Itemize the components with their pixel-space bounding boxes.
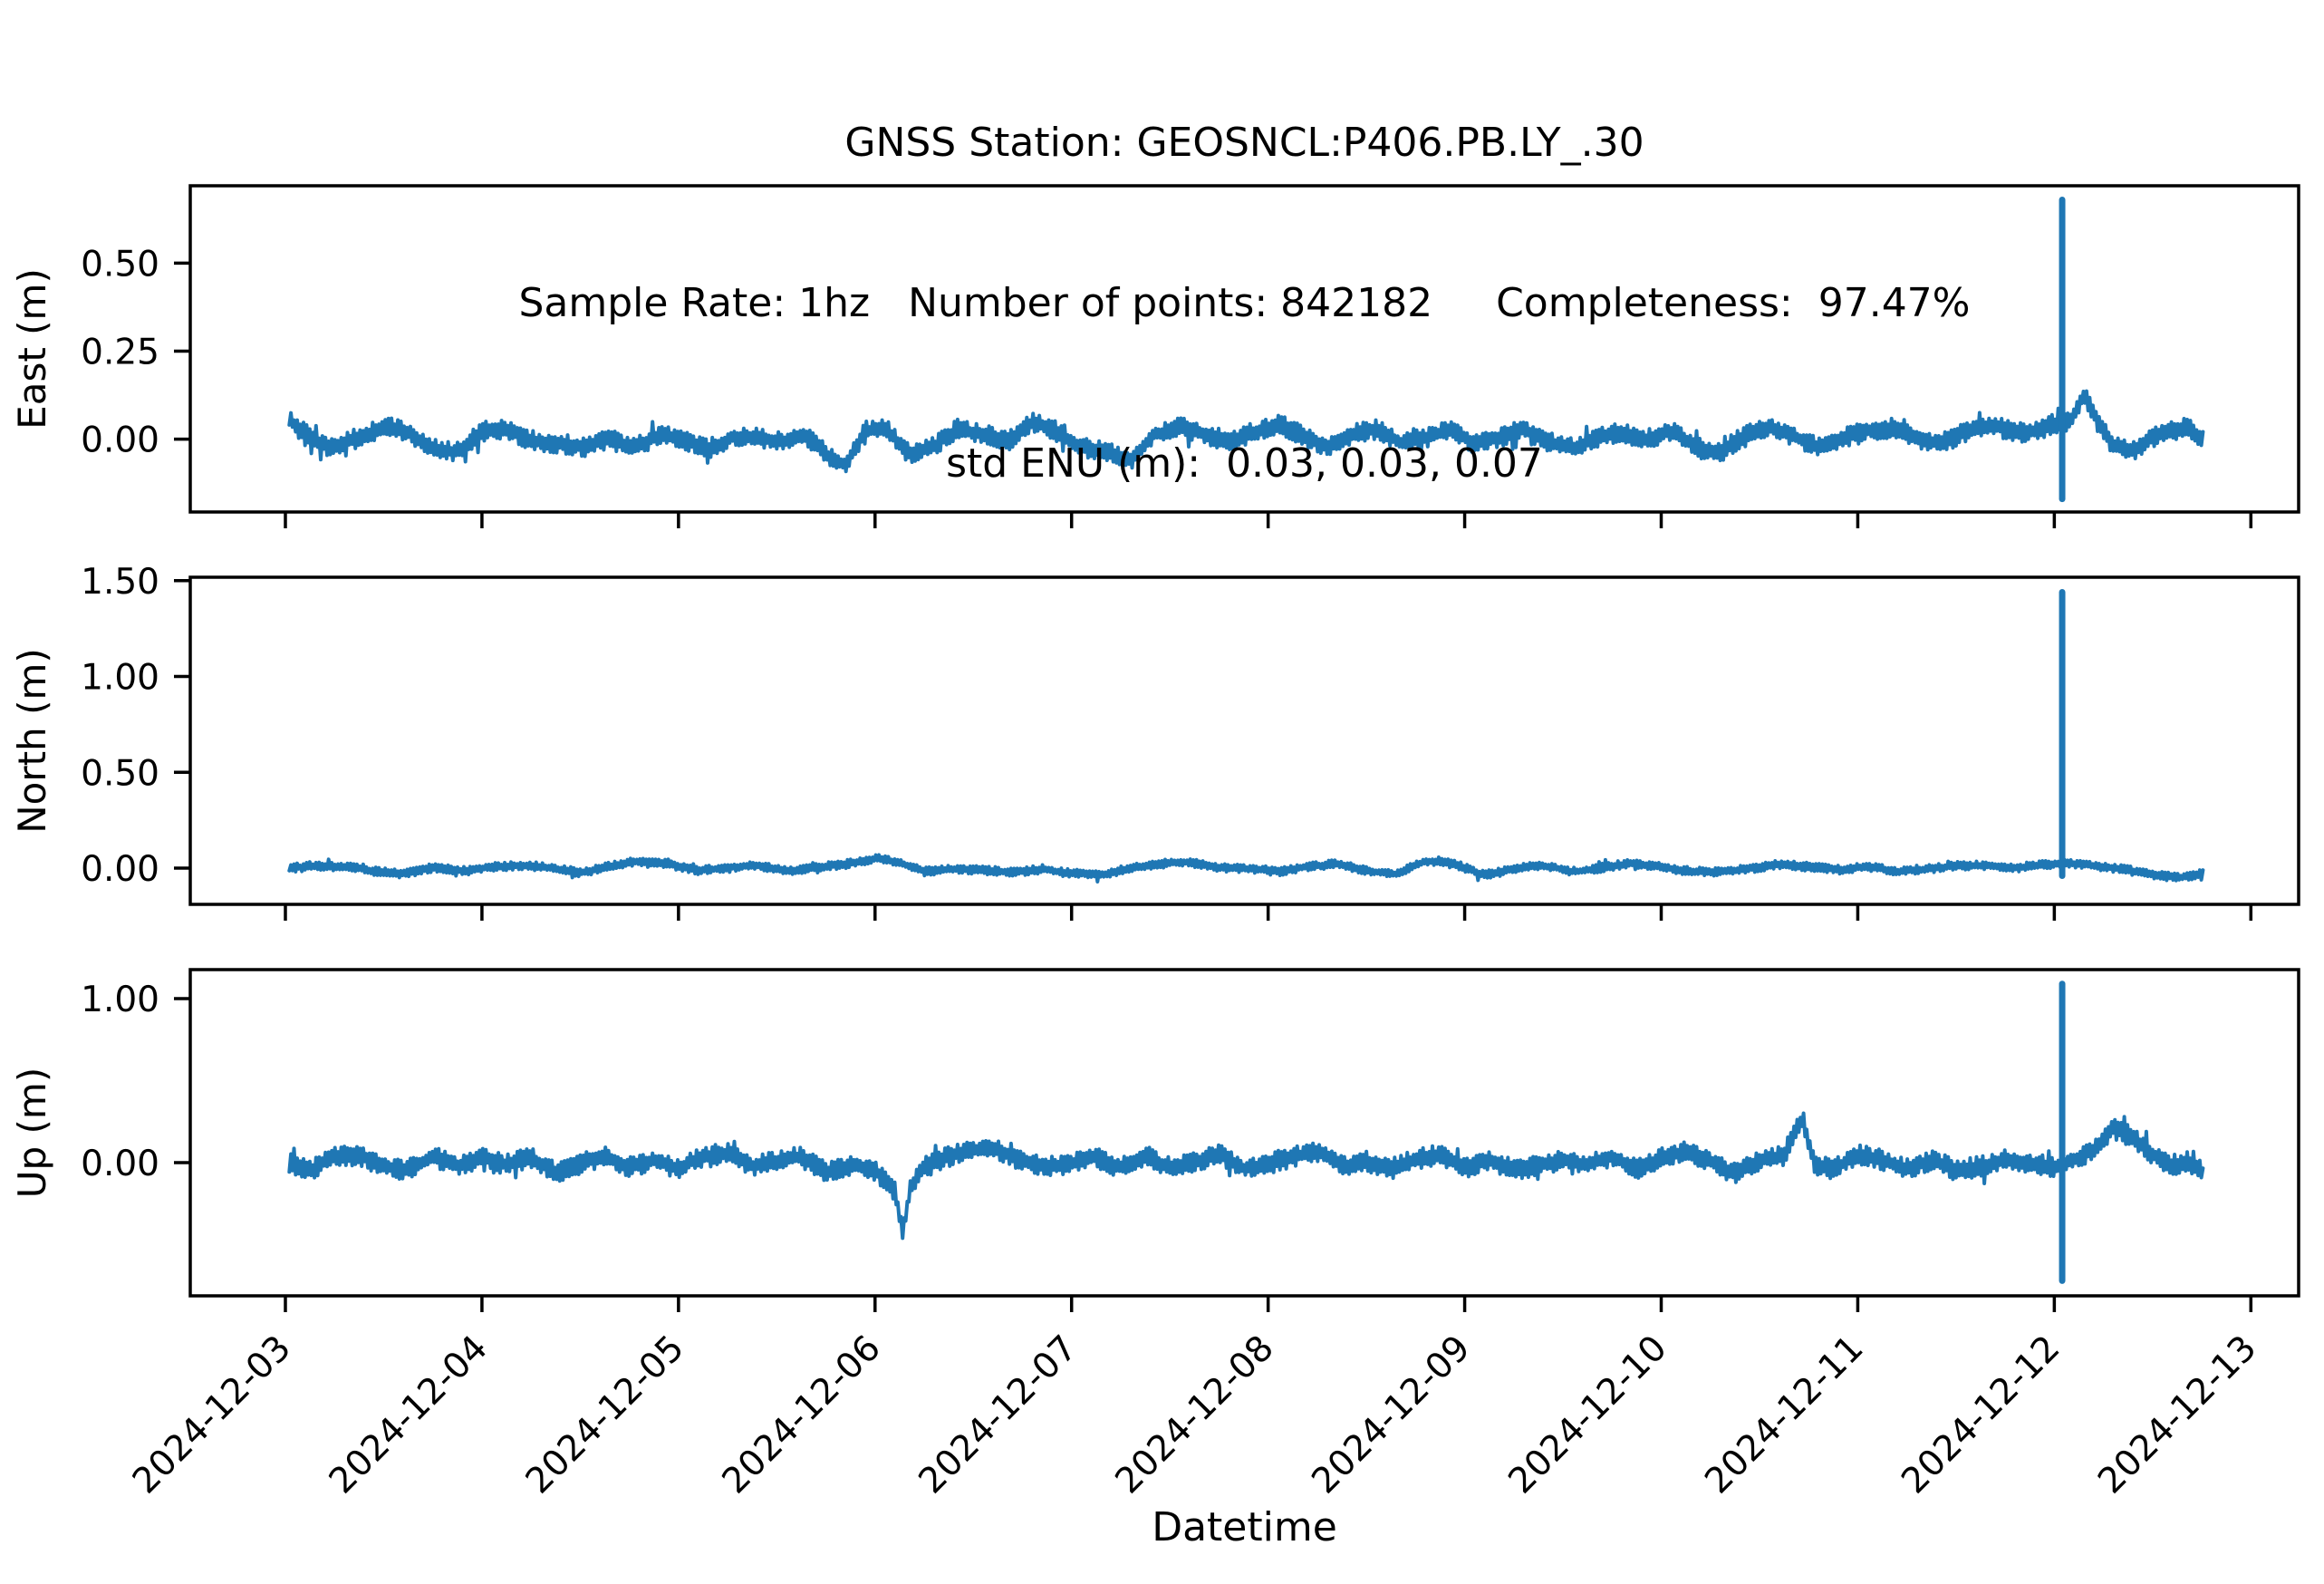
x-tick-label: 2024-12-12 (1894, 1328, 2068, 1502)
x-axis-label: Datetime (1152, 1504, 1337, 1550)
series-line-north (287, 853, 2205, 884)
title-line-3: std ENU (m): 0.03, 0.03, 0.07 (946, 440, 1543, 487)
x-tick-label: 2024-12-08 (1108, 1328, 1282, 1502)
y-tick-label-east: 0.25 (81, 333, 159, 373)
series-line-up (287, 1111, 2205, 1241)
series-line-east (287, 389, 2205, 474)
y-tick-label-east: 0.00 (81, 420, 159, 461)
x-tick-label: 2024-12-07 (911, 1328, 1085, 1502)
plot-frame-up (188, 968, 2300, 1298)
y-tick-label-north: 1.00 (81, 658, 159, 699)
y-tick-label-north: 0.00 (81, 849, 159, 890)
title-line-2: Sample Rate: 1hz Number of points: 84218… (518, 280, 1971, 326)
y-tick-label-north: 1.50 (81, 562, 159, 603)
x-tick-label: 2024-12-11 (1697, 1328, 1871, 1502)
y-tick-label-up: 1.00 (81, 980, 159, 1020)
x-tick-label: 2024-12-09 (1305, 1328, 1479, 1502)
y-axis-label-north: North (m) (10, 648, 54, 834)
title-line-1: GNSS Station: GEOSNCL:P406.PB.LY_.30 (844, 120, 1644, 166)
plot-frame-east (188, 184, 2300, 514)
x-tick-label: 2024-12-05 (518, 1328, 692, 1502)
x-tick-label: 2024-12-04 (322, 1328, 496, 1502)
x-tick-label: 2024-12-13 (2090, 1328, 2264, 1502)
y-tick-label-up: 0.00 (81, 1144, 159, 1184)
x-tick-label: 2024-12-06 (715, 1328, 889, 1502)
x-tick-label: 2024-12-10 (1500, 1328, 1674, 1502)
plot-frame-north (188, 575, 2300, 906)
y-tick-label-north: 0.50 (81, 753, 159, 794)
chart-title-block: GNSS Station: GEOSNCL:P406.PB.LY_.30 Sam… (190, 9, 2299, 597)
y-tick-label-east: 0.50 (81, 244, 159, 285)
y-axis-label-east: East (m) (10, 268, 54, 430)
x-tick-label: 2024-12-03 (125, 1328, 299, 1502)
y-axis-label-up: Up (m) (10, 1067, 54, 1198)
